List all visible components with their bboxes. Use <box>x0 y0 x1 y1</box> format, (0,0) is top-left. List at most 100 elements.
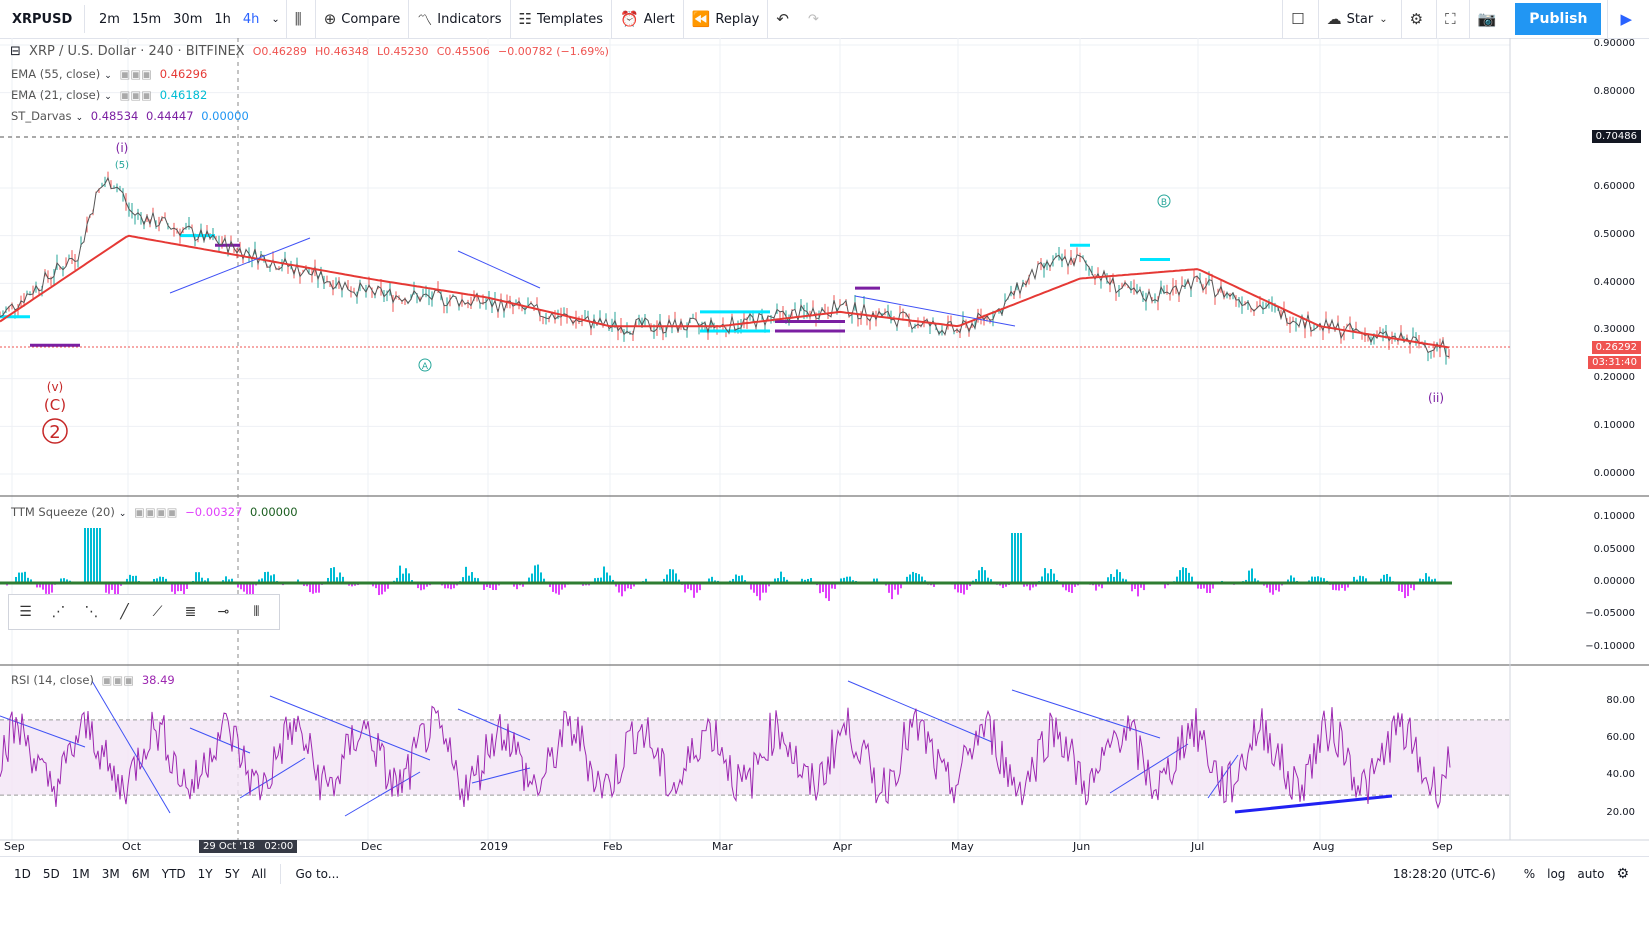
range-5y[interactable]: 5Y <box>224 866 240 881</box>
tf-4h[interactable]: 4h <box>242 11 260 27</box>
ttm-bar <box>225 576 227 583</box>
indicators-button[interactable]: 〽 Indicators <box>408 0 509 38</box>
ttm-bar <box>822 583 824 592</box>
wave-label-ii: (ii) <box>1428 391 1444 405</box>
darvas-name: ST_Darvas <box>11 109 72 123</box>
ttm-bar <box>1029 583 1031 591</box>
tf-1h[interactable]: 1h <box>214 11 231 27</box>
ema21-legend[interactable]: EMA (21, close) ⌄ ▣▣▣ 0.46182 <box>11 88 211 102</box>
ttm-bar <box>756 583 758 597</box>
timeframe-dropdown-icon[interactable]: ⌄ <box>271 13 280 25</box>
ttm-bar <box>966 583 968 590</box>
ttm-bar <box>531 573 533 583</box>
vertical-lines-icon[interactable]: ⦀ <box>253 604 260 620</box>
auto-toggle[interactable]: auto <box>1577 866 1605 881</box>
ttm-bar <box>318 583 320 593</box>
ttm-bar <box>93 528 95 583</box>
ttm-bar <box>402 573 404 583</box>
wave-abc-icon[interactable]: ⋱ <box>84 604 99 620</box>
ema55-legend[interactable]: EMA (55, close) ⌄ ▣▣▣ 0.46296 <box>11 67 211 81</box>
ttm-bar <box>330 568 332 583</box>
star-button[interactable]: ☁ Star ⌄ <box>1317 0 1401 38</box>
compare-button[interactable]: ⊕ Compare <box>314 0 409 38</box>
range-1y[interactable]: 1Y <box>197 866 213 881</box>
trendline <box>0 715 86 748</box>
ttm-bar <box>1209 583 1211 594</box>
price-axis-label: 0.20000 <box>1593 372 1635 383</box>
ttm-bar <box>1047 573 1049 583</box>
ttm-bar <box>549 583 551 588</box>
grip-icon[interactable]: ☰ <box>19 604 32 620</box>
ttm-legend[interactable]: TTM Squeeze (20) ⌄ ▣▣▣▣ −0.00327 0.00000 <box>11 505 302 519</box>
ttm-bar <box>447 583 449 589</box>
ema55-value: 0.46296 <box>159 67 208 81</box>
chart-type-button[interactable]: ⫼ <box>285 0 315 38</box>
ttm-bar <box>417 583 419 589</box>
fib-icon[interactable]: ≣ <box>184 604 197 620</box>
darvas-value-2: 0.44447 <box>145 109 194 123</box>
ttm-bar <box>243 583 245 592</box>
play-button[interactable]: ▶ <box>1607 0 1649 38</box>
range-3m[interactable]: 3M <box>101 866 120 881</box>
legend-buttons-icon[interactable]: ▣▣▣▣ <box>134 505 178 519</box>
range-1m[interactable]: 1M <box>71 866 90 881</box>
line-icon[interactable]: ╱ <box>120 604 129 620</box>
ttm-bar <box>375 583 377 589</box>
settings-button[interactable]: ⚙ <box>1400 0 1436 38</box>
ttm-bar <box>207 578 209 583</box>
ray-icon[interactable]: ⟋ <box>152 604 163 620</box>
range-6m[interactable]: 6M <box>131 866 150 881</box>
log-toggle[interactable]: log <box>1547 866 1566 881</box>
ttm-bar <box>909 574 911 583</box>
ema-line <box>0 234 1450 349</box>
range-1d[interactable]: 1D <box>14 866 31 881</box>
goto-button[interactable]: Go to... <box>295 866 340 881</box>
range-ytd[interactable]: YTD <box>161 866 186 881</box>
range-all[interactable]: All <box>251 866 267 881</box>
tf-30m[interactable]: 30m <box>173 11 203 27</box>
horizontal-line-icon[interactable]: ⊸ <box>217 604 230 620</box>
ttm-bar <box>1095 583 1097 591</box>
tf-15m[interactable]: 15m <box>131 11 162 27</box>
publish-button[interactable]: Publish <box>1515 3 1602 35</box>
ttm-bar <box>51 583 53 593</box>
ttm-bar <box>708 578 710 583</box>
fullscreen-square-button[interactable]: ☐ <box>1282 0 1317 38</box>
chart-canvas[interactable]: (v) (C) 2 (i) (5) A B (ii) <box>0 38 1649 856</box>
ttm-bar <box>117 583 119 595</box>
fullscreen-button[interactable]: ⛶ <box>1436 0 1469 38</box>
symbol-search[interactable]: XRPUSD <box>6 5 85 33</box>
ttm-bar <box>687 583 689 589</box>
ttm-bar <box>1116 569 1118 583</box>
percent-toggle[interactable]: % <box>1523 866 1536 881</box>
ttm-bar <box>618 583 620 593</box>
templates-button[interactable]: ☷ Templates <box>509 0 612 38</box>
tf-2m[interactable]: 2m <box>99 11 120 27</box>
wave-135-icon[interactable]: ⋰ <box>51 604 66 620</box>
darvas-value-3: 0.00000 <box>201 109 249 123</box>
ttm-bar <box>309 583 311 593</box>
ttm-bar <box>1071 583 1073 593</box>
alert-button[interactable]: ⏰ Alert <box>611 0 683 38</box>
ttm-bar <box>1137 583 1139 597</box>
snapshot-button[interactable]: 📷 <box>1468 0 1510 38</box>
redo-button[interactable]: ↷ <box>802 0 825 38</box>
rsi-legend[interactable]: RSI (14, close) ▣▣▣ 38.49 <box>11 673 179 687</box>
ttm-bar <box>48 583 50 595</box>
rsi-line <box>0 705 1451 810</box>
darvas-legend[interactable]: ST_Darvas ⌄ 0.48534 0.44447 0.00000 <box>11 109 253 123</box>
ttm-bar <box>108 583 110 594</box>
legend-buttons-icon[interactable]: ▣▣▣ <box>119 67 153 81</box>
range-5d[interactable]: 5D <box>42 866 60 881</box>
ttm-bar <box>1050 569 1052 583</box>
ttm-bar <box>840 578 842 583</box>
legend-buttons-icon[interactable]: ▣▣▣ <box>119 88 153 102</box>
collapse-icon[interactable]: ⊟ <box>10 44 21 59</box>
chart-settings-icon[interactable]: ⚙ <box>1616 865 1629 882</box>
replay-button[interactable]: ⏪ Replay <box>682 0 768 38</box>
ttm-bar <box>528 577 530 583</box>
ttm-bar <box>162 576 164 583</box>
undo-button[interactable]: ↶ <box>767 0 802 38</box>
wave-label-5: (5) <box>115 160 129 171</box>
legend-buttons-icon[interactable]: ▣▣▣ <box>101 673 135 687</box>
